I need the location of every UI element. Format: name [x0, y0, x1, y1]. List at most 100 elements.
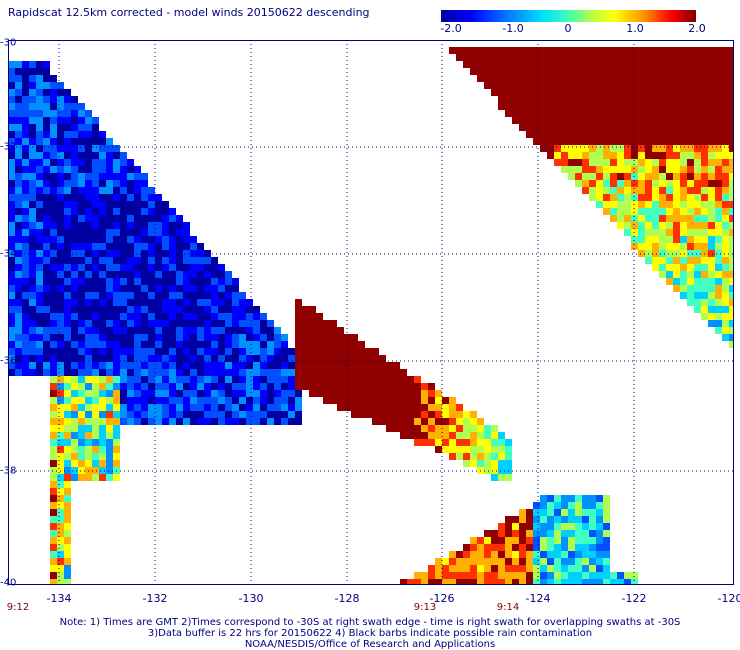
- swath-cell: [631, 222, 638, 229]
- swath-cell: [92, 229, 99, 236]
- swath-cell: [575, 103, 582, 110]
- swath-cell: [239, 334, 246, 341]
- swath-cell: [176, 313, 183, 320]
- swath-cell: [190, 306, 197, 313]
- swath-cell: [526, 61, 533, 68]
- swath-cell: [22, 201, 29, 208]
- swath-cell: [645, 222, 652, 229]
- swath-cell: [449, 551, 456, 558]
- swath-cell: [106, 194, 113, 201]
- swath-cell: [729, 61, 734, 68]
- swath-cell: [505, 530, 512, 537]
- swath-cell: [323, 327, 330, 334]
- swath-cell: [603, 152, 610, 159]
- swath-cell: [708, 117, 715, 124]
- swath-cell: [169, 369, 176, 376]
- swath-cell: [330, 341, 337, 348]
- swath-cell: [540, 579, 547, 585]
- swath-cell: [512, 103, 519, 110]
- swath-cell: [260, 369, 267, 376]
- swath-cell: [127, 250, 134, 257]
- swath-cell: [554, 544, 561, 551]
- swath-cell: [211, 383, 218, 390]
- swath-cell: [211, 292, 218, 299]
- swath-cell: [64, 460, 71, 467]
- swath-cell: [561, 110, 568, 117]
- swath-cell: [358, 397, 365, 404]
- swath-cell: [729, 278, 734, 285]
- swath-cell: [204, 313, 211, 320]
- swath-cell: [78, 236, 85, 243]
- swath-cell: [631, 96, 638, 103]
- swath-cell: [57, 509, 64, 516]
- swath-cell: [575, 558, 582, 565]
- swath-cell: [36, 82, 43, 89]
- swath-cell: [421, 418, 428, 425]
- swath-cell: [624, 572, 631, 579]
- swath-cell: [722, 68, 729, 75]
- swath-cell: [456, 572, 463, 579]
- swath-cell: [29, 299, 36, 306]
- swath-cell: [64, 327, 71, 334]
- swath-cell: [8, 257, 15, 264]
- swath-cell: [533, 138, 540, 145]
- swath-cell: [351, 362, 358, 369]
- swath-cell: [155, 404, 162, 411]
- swath-cell: [673, 180, 680, 187]
- swath-cell: [351, 334, 358, 341]
- swath-cell: [505, 516, 512, 523]
- swath-cell: [540, 502, 547, 509]
- swath-cell: [519, 61, 526, 68]
- swath-cell: [8, 110, 15, 117]
- swath-cell: [64, 495, 71, 502]
- swath-cell: [15, 173, 22, 180]
- swath-cell: [190, 264, 197, 271]
- swath-cell: [680, 285, 687, 292]
- swath-cell: [176, 355, 183, 362]
- swath-cell: [246, 355, 253, 362]
- swath-cell: [659, 54, 666, 61]
- swath-cell: [456, 558, 463, 565]
- swath-cell: [36, 187, 43, 194]
- swath-cell: [519, 530, 526, 537]
- swath-cell: [36, 257, 43, 264]
- swath-cell: [57, 460, 64, 467]
- swath-cell: [561, 495, 568, 502]
- swath-cell: [694, 89, 701, 96]
- swath-cell: [36, 138, 43, 145]
- swath-cell: [519, 82, 526, 89]
- swath-cell: [92, 439, 99, 446]
- swath-cell: [547, 68, 554, 75]
- swath-cell: [547, 75, 554, 82]
- swath-cell: [204, 278, 211, 285]
- swath-cell: [106, 264, 113, 271]
- swath-cell: [288, 376, 295, 383]
- swath-cell: [29, 131, 36, 138]
- swath-cell: [680, 82, 687, 89]
- swath-cell: [22, 306, 29, 313]
- swath-cell: [519, 117, 526, 124]
- swath-cell: [141, 236, 148, 243]
- swath-cell: [372, 390, 379, 397]
- swath-cell: [267, 411, 274, 418]
- swath-cell: [85, 292, 92, 299]
- swath-cell: [603, 495, 610, 502]
- swath-cell: [540, 558, 547, 565]
- swath-cell: [71, 208, 78, 215]
- swath-cell: [15, 264, 22, 271]
- swath-cell: [43, 320, 50, 327]
- swath-cell: [211, 271, 218, 278]
- swath-cell: [435, 558, 442, 565]
- swath-cell: [190, 278, 197, 285]
- swath-cell: [638, 96, 645, 103]
- swath-cell: [239, 355, 246, 362]
- swath-cell: [22, 166, 29, 173]
- swath-cell: [218, 404, 225, 411]
- swath-cell: [162, 334, 169, 341]
- swath-cell: [694, 82, 701, 89]
- swath-cell: [176, 229, 183, 236]
- swath-cell: [78, 194, 85, 201]
- swath-cell: [267, 334, 274, 341]
- swath-cell: [386, 362, 393, 369]
- swath-cell: [603, 124, 610, 131]
